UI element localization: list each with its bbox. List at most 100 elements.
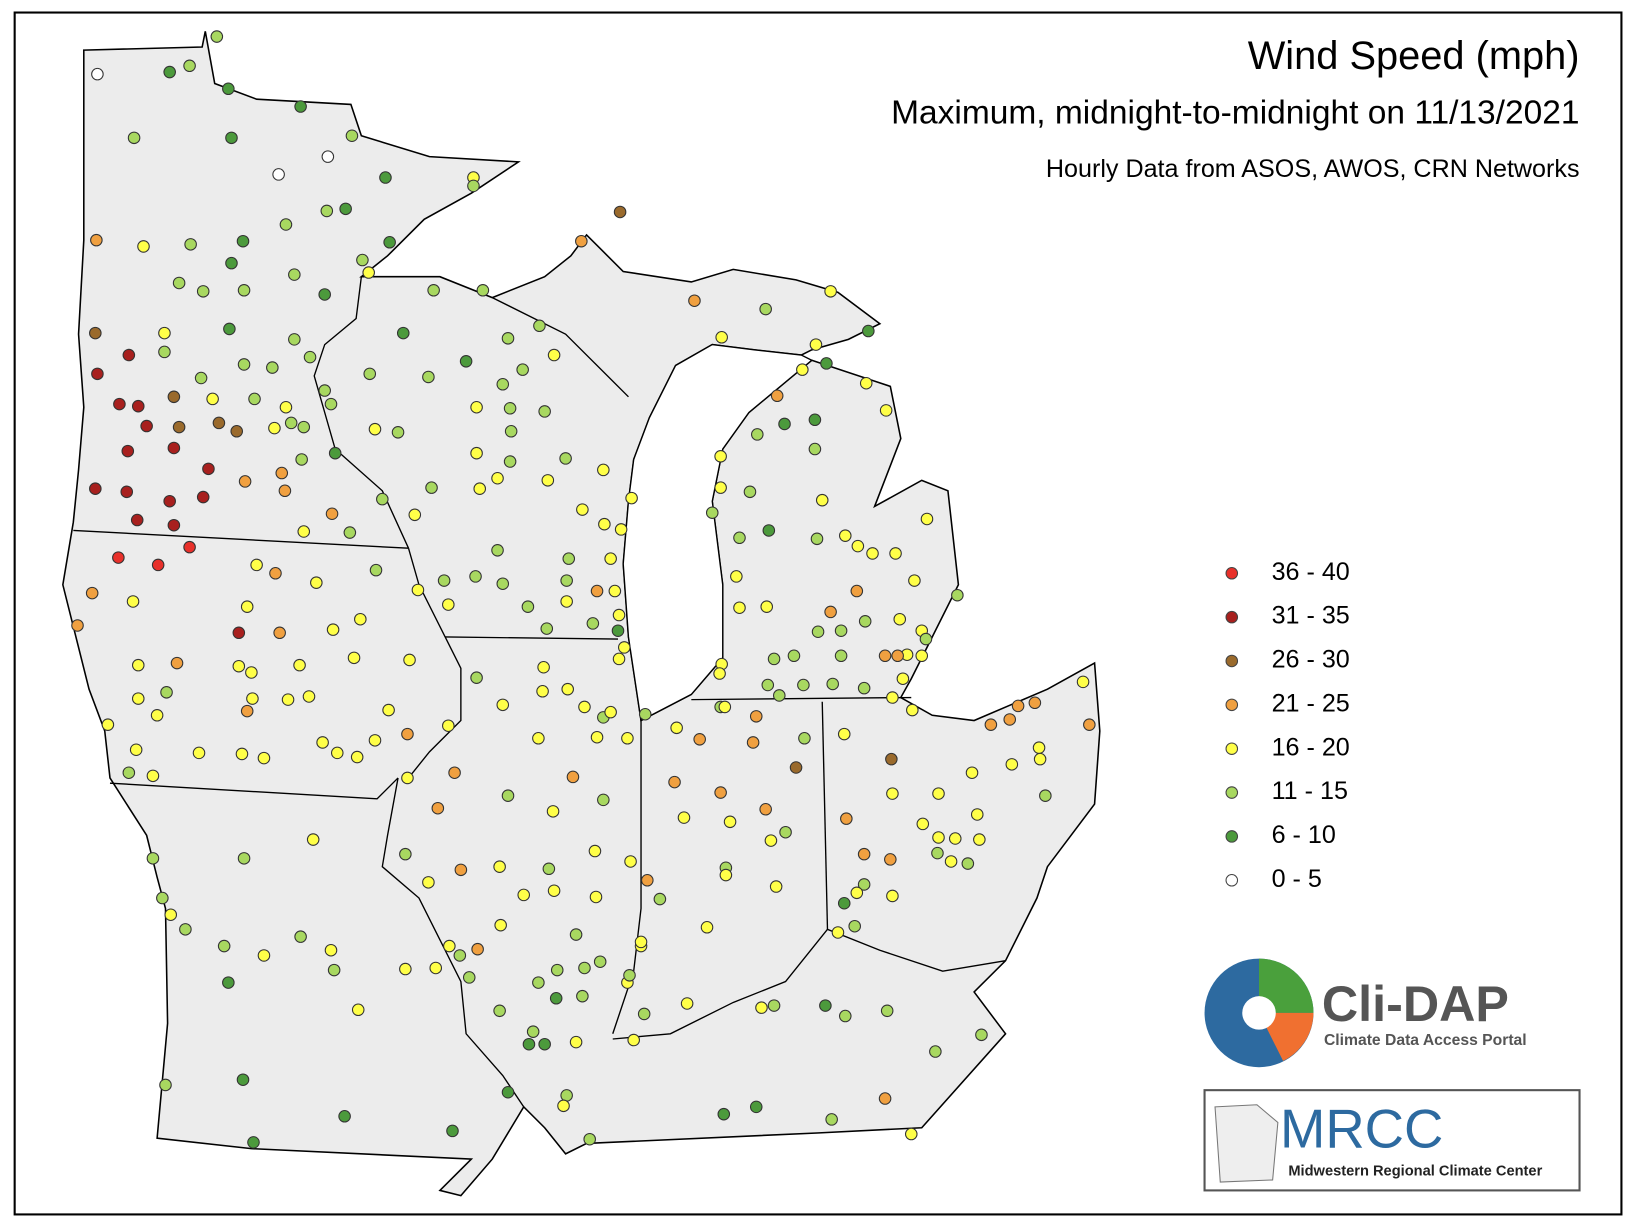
station	[961, 857, 975, 870]
station	[717, 1107, 731, 1121]
station	[948, 832, 962, 845]
station	[857, 681, 871, 695]
station	[810, 532, 824, 546]
station	[566, 770, 580, 784]
station	[634, 935, 648, 949]
station	[127, 131, 141, 145]
station	[627, 1033, 640, 1047]
station	[588, 844, 602, 858]
station	[623, 969, 636, 982]
station	[501, 332, 515, 345]
station	[131, 399, 145, 413]
legend-label: 31 - 35	[1272, 602, 1350, 630]
station	[196, 285, 210, 298]
station	[194, 371, 208, 385]
station	[217, 939, 231, 953]
station	[733, 601, 746, 614]
station	[238, 475, 252, 488]
station	[294, 100, 307, 113]
station	[838, 529, 852, 542]
station	[297, 420, 311, 434]
station	[879, 404, 893, 417]
station	[886, 691, 899, 704]
station	[538, 405, 551, 418]
station	[866, 547, 879, 560]
station	[237, 358, 251, 371]
station	[351, 1003, 365, 1017]
station	[163, 494, 176, 508]
station	[819, 999, 832, 1012]
station	[536, 685, 549, 698]
station	[613, 205, 627, 219]
station	[363, 367, 377, 381]
station	[278, 484, 292, 498]
station	[101, 718, 115, 731]
station	[232, 659, 246, 673]
station	[562, 552, 576, 565]
station	[575, 234, 588, 248]
station	[356, 253, 369, 267]
station	[850, 584, 864, 598]
station	[122, 348, 136, 362]
station	[411, 583, 425, 597]
station	[767, 652, 781, 666]
station	[391, 426, 405, 439]
station	[624, 855, 637, 868]
station	[770, 389, 784, 403]
station	[442, 719, 455, 732]
station	[235, 747, 249, 761]
station	[225, 256, 238, 270]
station	[113, 397, 126, 411]
station	[885, 752, 898, 766]
station	[71, 619, 84, 632]
station	[212, 416, 226, 430]
station	[131, 658, 145, 672]
station	[345, 129, 359, 143]
station	[557, 1099, 570, 1113]
station	[893, 612, 907, 626]
station	[310, 576, 323, 589]
station	[250, 558, 263, 572]
station	[230, 424, 244, 438]
station	[183, 540, 196, 554]
station	[89, 326, 102, 340]
station	[906, 703, 919, 717]
station	[137, 240, 150, 253]
station	[316, 736, 329, 749]
station	[222, 82, 235, 96]
station	[858, 615, 872, 628]
station	[248, 392, 261, 406]
station	[850, 886, 864, 900]
station	[470, 446, 483, 460]
legend-swatch	[1225, 874, 1239, 887]
station	[401, 727, 414, 741]
station	[470, 671, 483, 684]
station	[338, 1110, 351, 1123]
legend-swatch	[1225, 830, 1239, 843]
station	[561, 682, 574, 696]
station	[273, 626, 286, 640]
station	[825, 1113, 838, 1126]
station	[576, 989, 589, 1003]
station	[408, 508, 422, 522]
station	[767, 999, 781, 1012]
station	[222, 976, 235, 989]
station	[403, 653, 416, 667]
station	[324, 943, 338, 957]
station	[746, 736, 760, 749]
station	[975, 1028, 988, 1042]
station	[851, 539, 865, 553]
station	[919, 632, 933, 646]
station	[470, 400, 483, 414]
station	[257, 751, 271, 765]
station	[670, 721, 683, 735]
station	[808, 442, 822, 456]
station	[593, 955, 607, 968]
station	[202, 462, 215, 476]
station	[824, 285, 837, 298]
station	[91, 67, 104, 81]
station	[965, 766, 979, 779]
station	[326, 623, 340, 636]
station	[246, 692, 259, 705]
station	[516, 363, 529, 376]
